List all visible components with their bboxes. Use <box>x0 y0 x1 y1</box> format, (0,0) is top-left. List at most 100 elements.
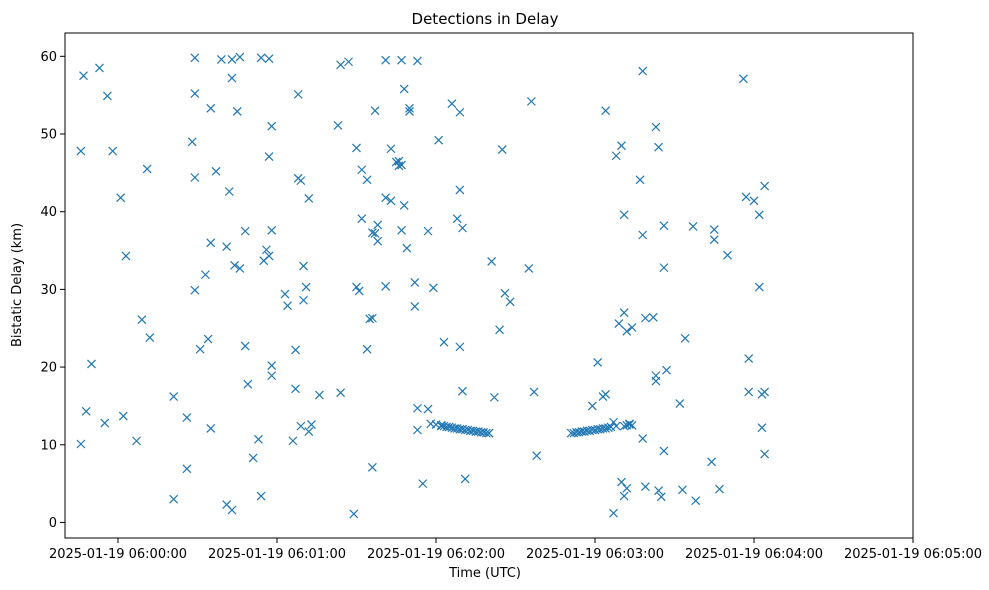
data-point <box>405 107 414 116</box>
data-point <box>169 392 179 402</box>
data-point <box>678 485 687 495</box>
data-point <box>301 282 311 292</box>
data-point <box>455 107 465 117</box>
data-point <box>410 302 420 311</box>
data-point <box>203 334 213 344</box>
data-point <box>423 226 433 236</box>
data-point <box>304 194 314 203</box>
data-point <box>495 325 505 335</box>
data-point <box>373 236 383 246</box>
x-tick-label: 2025-01-19 06:00:00 <box>49 547 187 562</box>
data-point <box>307 420 316 429</box>
data-point <box>137 315 147 325</box>
data-point <box>410 277 420 287</box>
data-point <box>399 201 409 210</box>
data-point <box>296 176 306 186</box>
data-point <box>256 491 266 501</box>
data-point <box>370 229 380 238</box>
data-point <box>224 187 234 196</box>
data-point <box>227 505 237 515</box>
data-point <box>627 420 637 430</box>
data-point <box>458 223 467 233</box>
data-point <box>394 161 404 171</box>
data-point <box>439 337 449 347</box>
data-point <box>744 387 754 397</box>
data-point <box>399 84 409 94</box>
data-point <box>532 451 542 461</box>
data-point <box>619 308 629 318</box>
y-tick-label: 0 <box>49 516 57 531</box>
data-point <box>182 464 192 474</box>
data-point <box>256 53 266 63</box>
x-tick-label: 2025-01-19 06:03:00 <box>526 547 664 562</box>
data-point <box>79 71 88 81</box>
data-point <box>222 242 232 252</box>
data-point <box>291 345 300 355</box>
data-point <box>617 477 626 487</box>
data-point <box>405 103 414 113</box>
data-point <box>261 245 271 255</box>
data-point <box>118 411 128 421</box>
data-point <box>654 486 664 496</box>
data-point <box>481 428 491 438</box>
data-point <box>264 54 274 64</box>
data-point <box>638 230 648 240</box>
data-point <box>381 193 391 203</box>
data-point <box>715 484 724 494</box>
data-point <box>352 143 361 153</box>
data-point <box>182 413 192 423</box>
data-point <box>293 89 303 99</box>
data-point <box>267 225 277 235</box>
data-point <box>190 173 200 182</box>
data-point <box>460 474 470 484</box>
data-point <box>206 424 216 433</box>
data-point <box>691 496 701 506</box>
y-axis-label: Bistatic Delay (km) <box>10 223 25 347</box>
data-point <box>484 428 494 438</box>
data-point <box>675 399 685 409</box>
data-point <box>227 73 237 83</box>
y-tick-label: 30 <box>40 283 57 298</box>
data-point <box>455 185 465 195</box>
data-point <box>662 365 671 375</box>
data-point <box>190 285 200 295</box>
data-point <box>216 54 226 64</box>
data-point <box>230 260 240 270</box>
data-point <box>227 54 237 64</box>
data-point <box>367 228 377 238</box>
data-point <box>206 103 216 113</box>
data-point <box>195 344 205 354</box>
data-point <box>102 91 112 101</box>
data-point <box>601 106 611 116</box>
data-point <box>386 196 396 206</box>
data-point <box>611 151 621 161</box>
data-point <box>601 389 611 399</box>
data-point <box>235 52 245 62</box>
data-point <box>344 57 353 67</box>
data-point <box>619 210 629 220</box>
data-point <box>367 313 377 323</box>
data-point <box>370 106 380 116</box>
data-point <box>611 421 621 431</box>
data-point <box>81 406 91 416</box>
data-point <box>267 121 277 131</box>
data-point <box>100 418 110 428</box>
data-point <box>601 424 611 433</box>
y-tick-label: 40 <box>40 205 57 220</box>
data-point <box>354 286 364 296</box>
data-point <box>397 225 406 235</box>
data-point <box>593 357 603 367</box>
chart-title: Detections in Delay <box>412 10 559 28</box>
data-point <box>622 326 632 336</box>
data-point <box>738 74 748 84</box>
data-point <box>397 160 406 170</box>
data-point <box>709 225 719 234</box>
data-point <box>391 157 401 167</box>
data-point <box>526 96 536 106</box>
data-point <box>723 250 732 260</box>
y-tick-label: 20 <box>40 361 57 376</box>
data-point <box>248 453 258 463</box>
data-point <box>381 55 391 65</box>
data-point <box>283 301 293 311</box>
